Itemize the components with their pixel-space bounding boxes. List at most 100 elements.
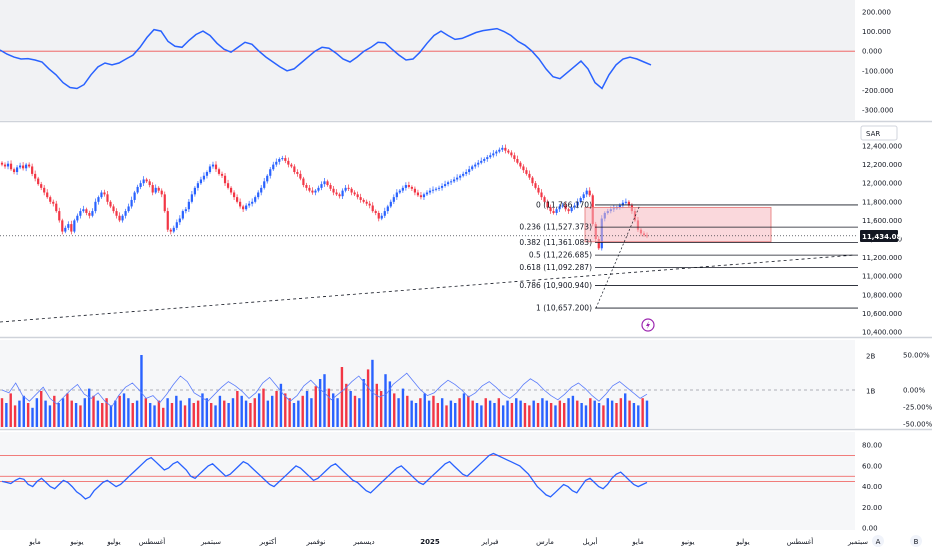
volume-bar [580, 403, 583, 427]
volume-bar [166, 398, 169, 427]
volume-panel[interactable] [0, 355, 855, 427]
candle [504, 147, 507, 151]
volume-bar [79, 405, 82, 427]
time-axis-label: يونيو [69, 538, 83, 546]
time-axis-label: أكتوبر [259, 537, 277, 546]
candle [52, 201, 55, 204]
candle [365, 201, 368, 204]
volume-bar [109, 405, 113, 427]
volume-bar [628, 400, 631, 427]
auto-scale-button[interactable]: A [872, 535, 884, 547]
candle [130, 199, 133, 207]
candle [522, 166, 525, 171]
candle [431, 189, 435, 191]
candle [585, 190, 588, 195]
candle [254, 197, 257, 202]
candle [335, 192, 338, 195]
volume-bar [188, 398, 191, 427]
volume-bar [393, 393, 396, 427]
volume-bar [87, 388, 91, 427]
scale-button-bg [910, 535, 922, 547]
candle [46, 192, 49, 198]
candle [483, 159, 486, 161]
volume-bar [231, 398, 235, 427]
price-axis-tick: 11,000.000 [862, 273, 902, 281]
time-axis-label: ديسمبر [352, 538, 374, 546]
volume-bar [462, 393, 466, 427]
volume-bar [436, 403, 440, 427]
candle [462, 173, 465, 176]
volume-bar [493, 403, 496, 427]
candle [621, 202, 624, 206]
candle [91, 211, 94, 216]
candle [377, 212, 380, 219]
candle [386, 206, 389, 212]
lightning-icon[interactable] [641, 318, 655, 332]
volume-bar [336, 398, 339, 427]
candle [70, 224, 73, 232]
volume-bar [606, 398, 609, 427]
volume-bar [637, 405, 640, 427]
sell-zone-box[interactable] [584, 206, 772, 243]
volume-bar [157, 400, 161, 427]
candle [106, 194, 109, 202]
volume-bar [127, 398, 130, 427]
currency-selector[interactable]: SAR [860, 125, 898, 141]
candle [6, 163, 10, 167]
volume-bar [0, 398, 4, 427]
candle [326, 181, 329, 186]
volume-bar [632, 403, 636, 427]
cci-panel[interactable] [0, 27, 855, 90]
candle [356, 194, 359, 198]
volume-pct-tick: -50.00% [903, 421, 932, 429]
rsi-axis-tick: 20.00 [862, 504, 882, 512]
volume-bar [432, 395, 435, 427]
candle [624, 201, 628, 203]
rsi-axis-tick: 0.00 [862, 525, 878, 533]
time-axis-label: أبريل [582, 537, 597, 546]
price-panel[interactable]: 0 (11,766.170) 0.236 (11,527.373) 0.382 (1… [0, 144, 858, 323]
candle [293, 166, 296, 173]
fib-level-label: 0.786 (10,900.940) [519, 281, 592, 290]
candle [34, 173, 37, 179]
log-scale-button[interactable]: B [910, 535, 922, 547]
candle [564, 205, 567, 210]
candle [404, 185, 407, 188]
candle [570, 207, 573, 212]
candle [40, 184, 43, 188]
volume-bar [488, 400, 492, 427]
candle [362, 199, 365, 202]
trend-line[interactable] [0, 254, 856, 323]
volume-bar [480, 405, 483, 427]
rsi-series-line [1, 452, 648, 500]
candle [269, 169, 272, 176]
volume-bar [541, 398, 544, 427]
fib-level-label: 0 (11,766.170) [536, 200, 592, 209]
fib-level-label: 1 (10,657.200) [536, 304, 592, 313]
candle [94, 201, 97, 212]
candle [413, 188, 417, 193]
candle [453, 179, 456, 182]
candle [85, 209, 88, 213]
volume-bar [558, 400, 562, 427]
volume-bar [153, 405, 156, 427]
time-axis-label: مايو [28, 538, 41, 546]
volume-bar [327, 388, 331, 427]
price-axis-tick: 12,000.000 [862, 180, 902, 188]
volume-pct-line [1, 372, 648, 408]
volume-bar [135, 400, 139, 427]
candle [296, 172, 299, 174]
volume-bar [192, 403, 195, 427]
time-axis: مايو يونيو يوليو أغسطس سبتمبر أكتوبر نوفمبر ديس… [28, 535, 922, 547]
candle [507, 150, 510, 153]
volume-bar [40, 391, 43, 427]
candle [3, 164, 7, 167]
fib-level-label: 0.236 (11,527.373) [519, 223, 592, 232]
candle [567, 209, 570, 212]
rsi-panel[interactable] [0, 452, 855, 500]
candle [480, 160, 483, 163]
candle [160, 190, 163, 195]
candle [302, 178, 305, 186]
price-axis-tick: 12,400.000 [862, 143, 902, 151]
